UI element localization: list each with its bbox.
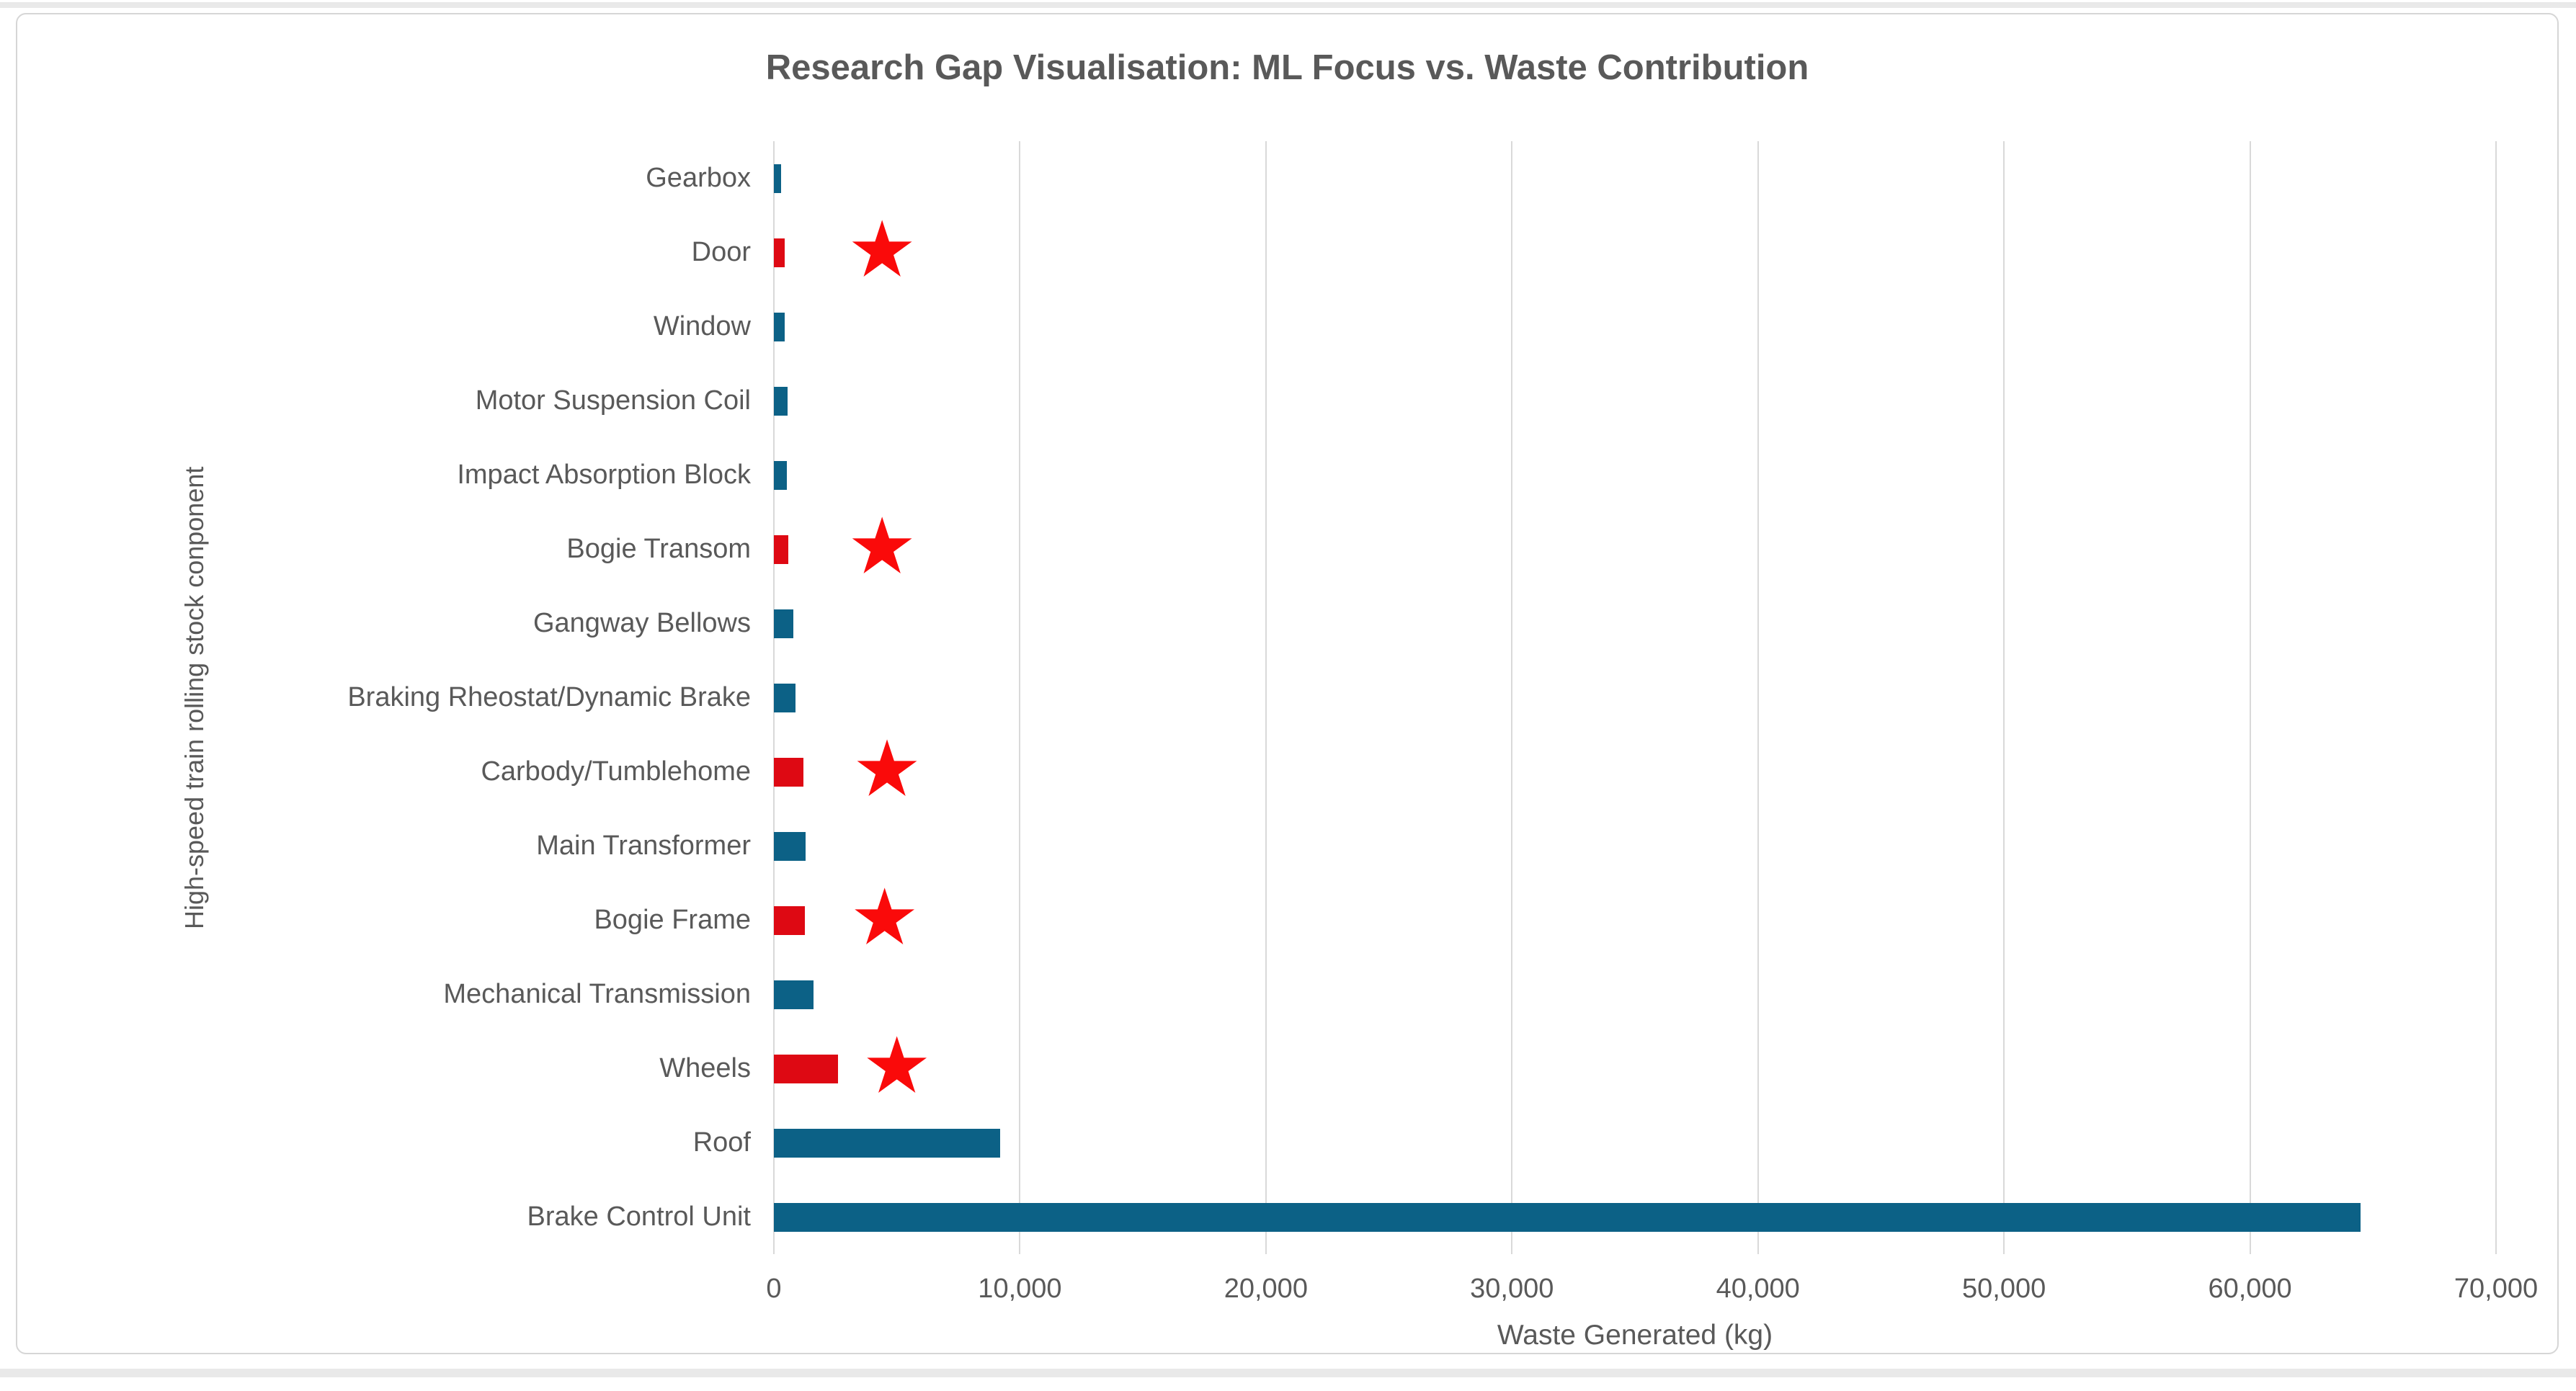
chart-title: Research Gap Visualisation: ML Focus vs.…	[765, 48, 1809, 87]
gridline	[2495, 141, 2497, 1254]
bar-row: Braking Rheostat/Dynamic Brake	[17, 661, 2496, 735]
bar-track	[774, 290, 2496, 364]
bar-track	[774, 586, 2496, 661]
bar-track	[774, 141, 2496, 215]
bar-track: ★	[774, 730, 2496, 809]
bar-track	[774, 1106, 2496, 1180]
bar	[774, 905, 805, 935]
category-label: Braking Rheostat/Dynamic Brake	[347, 682, 751, 712]
category-label: Gangway Bellows	[532, 608, 751, 638]
star-icon: ★	[862, 1021, 932, 1109]
category-label: Gearbox	[646, 163, 751, 193]
category-label: Roof	[692, 1127, 751, 1158]
bar-track	[774, 1180, 2496, 1254]
gridline	[1019, 141, 1021, 1254]
bar-row: Carbody/Tumblehome ★	[17, 730, 2496, 809]
bar	[774, 1128, 1001, 1158]
bar	[774, 460, 787, 490]
category-label: Motor Suspension Coil	[475, 385, 751, 416]
star-icon: ★	[847, 205, 917, 293]
bar	[774, 1054, 838, 1083]
bar-track: ★	[774, 1027, 2496, 1106]
x-tick-label: 0	[766, 1274, 782, 1304]
bar-row: Wheels ★	[17, 1027, 2496, 1106]
bar-track: ★	[774, 210, 2496, 290]
category-label: Brake Control Unit	[527, 1202, 751, 1232]
bar-row: Door ★	[17, 210, 2496, 290]
x-tick-label: 20,000	[1224, 1274, 1308, 1304]
bar-row: Main Transformer	[17, 809, 2496, 883]
category-label: Door	[691, 237, 751, 267]
x-tick-label: 10,000	[978, 1274, 1062, 1304]
bar	[774, 1202, 2361, 1232]
bar	[774, 609, 794, 638]
bar	[774, 238, 785, 267]
bar-row: Bogie Transom ★	[17, 507, 2496, 586]
chart-frame: Research Gap Visualisation: ML Focus vs.…	[16, 13, 2559, 1354]
bar-track	[774, 661, 2496, 735]
star-icon: ★	[852, 725, 922, 813]
bar-row: Mechanical Transmission	[17, 957, 2496, 1032]
star-icon: ★	[850, 873, 920, 961]
gridline	[1265, 141, 1267, 1254]
x-tick-label: 60,000	[2208, 1274, 2292, 1304]
bar	[774, 386, 788, 416]
x-tick-label: 70,000	[2454, 1274, 2539, 1304]
x-tick-label: 50,000	[1962, 1274, 2046, 1304]
page-top-edge	[0, 2, 2576, 8]
x-axis-title: Waste Generated (kg)	[1497, 1320, 1773, 1351]
x-axis-ticks: 0 10,000 20,000 30,000 40,000 50,000 60,000 70,…	[766, 1274, 2538, 1310]
category-label: Main Transformer	[536, 831, 751, 861]
bar-rows: Gearbox Door ★ Window Motor Suspension Coil I…	[17, 141, 2496, 1254]
bar-track	[774, 957, 2496, 1032]
bar-row: Bogie Frame ★	[17, 878, 2496, 957]
bar-row: Roof	[17, 1106, 2496, 1180]
category-label: Wheels	[659, 1053, 751, 1083]
bar-row: Gangway Bellows	[17, 586, 2496, 661]
page-bottom-edge	[0, 1369, 2576, 1377]
category-label: Carbody/Tumblehome	[481, 756, 751, 787]
bar-track	[774, 364, 2496, 438]
bar	[774, 535, 789, 564]
category-label: Window	[653, 311, 751, 341]
bar	[774, 164, 782, 193]
star-icon: ★	[847, 502, 917, 590]
bar	[774, 831, 806, 861]
x-tick-label: 40,000	[1716, 1274, 1800, 1304]
bar	[774, 980, 814, 1009]
category-label: Bogie Transom	[566, 534, 751, 564]
bar-track	[774, 809, 2496, 883]
bar-row: Gearbox	[17, 141, 2496, 215]
bar-row: Brake Control Unit	[17, 1180, 2496, 1254]
bar	[774, 757, 803, 787]
bar-row: Motor Suspension Coil	[17, 364, 2496, 438]
gridline	[2003, 141, 2005, 1254]
gridline	[1757, 141, 1759, 1254]
category-label: Impact Absorption Block	[457, 460, 751, 490]
bar-track: ★	[774, 507, 2496, 586]
bar-row: Impact Absorption Block	[17, 438, 2496, 512]
gridline	[1511, 141, 1513, 1254]
category-label: Bogie Frame	[594, 905, 751, 935]
gridline	[2249, 141, 2251, 1254]
bar	[774, 312, 785, 341]
bar-track: ★	[774, 878, 2496, 957]
x-tick-label: 30,000	[1470, 1274, 1554, 1304]
category-label: Mechanical Transmission	[443, 979, 751, 1009]
bar-row: Window	[17, 290, 2496, 364]
bar	[774, 683, 795, 712]
bar-track	[774, 438, 2496, 512]
